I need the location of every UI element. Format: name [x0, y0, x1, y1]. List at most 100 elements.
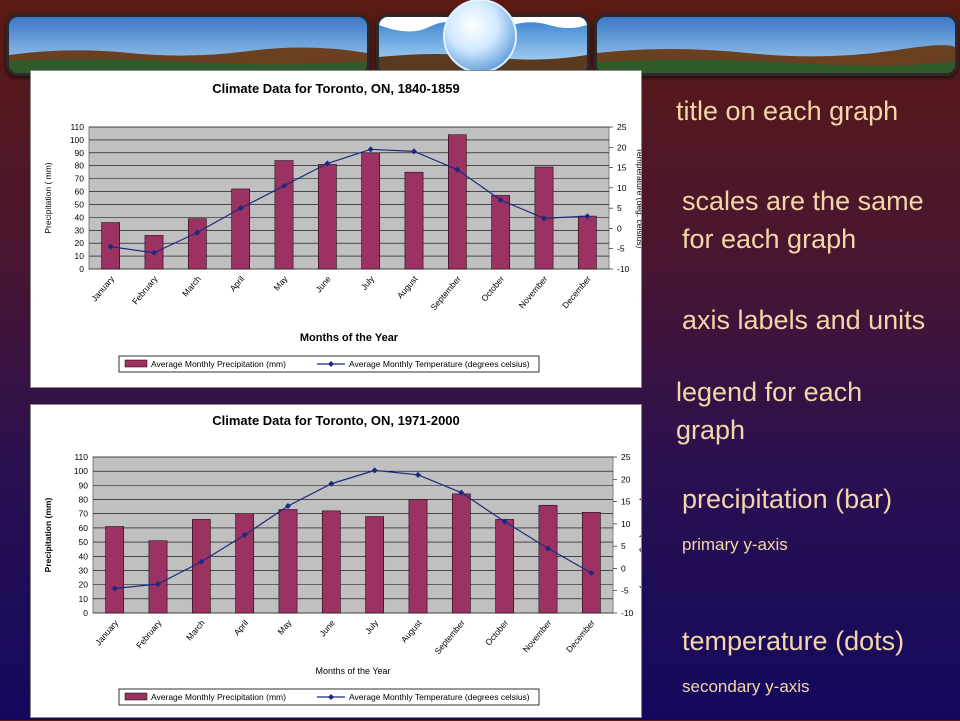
x-tick-label: May	[272, 273, 290, 292]
temperature-point	[541, 215, 547, 222]
note-temperature: temperature (dots)	[682, 626, 905, 656]
note-scales-line1: scales are the same	[682, 186, 924, 216]
x-tick-label: July	[363, 617, 381, 636]
y-tick-label: 30	[75, 225, 85, 235]
x-tick-label: January	[93, 617, 121, 647]
precipitation-bar	[231, 188, 251, 270]
precipitation-bar	[538, 504, 558, 614]
y2-tick-label: 10	[621, 519, 631, 529]
x-tick-label: June	[313, 274, 333, 295]
precipitation-bar	[451, 493, 471, 614]
note-title: title on each graph	[676, 96, 899, 126]
note-primary-axis: primary y-axis	[682, 535, 788, 554]
globe-icon	[443, 0, 517, 73]
legend-bar-swatch	[124, 692, 148, 701]
note-legend-line2: graph	[676, 415, 746, 445]
y2-tick-label: 15	[617, 163, 627, 173]
y-tick-label: 110	[70, 122, 84, 132]
temperature-point	[501, 518, 508, 525]
temperature-point	[454, 166, 461, 173]
banner-panel-left	[6, 14, 370, 76]
note-precipitation: precipitation (bar)	[682, 484, 893, 514]
precipitation-bar	[317, 164, 337, 270]
y2-tick-label: 20	[617, 142, 627, 152]
y-tick-label: 90	[75, 148, 85, 158]
y2-tick-label: 25	[617, 122, 627, 132]
x-tick-label: September	[432, 618, 466, 656]
y2-tick-label: 5	[617, 203, 622, 213]
y-tick-label: 80	[75, 161, 85, 171]
y2-axis-label: Temperature (deg. celsius)	[635, 148, 641, 249]
precipitation-bar	[447, 134, 467, 270]
precipitation-bar	[235, 513, 255, 614]
precipitation-bar	[148, 540, 168, 614]
precipitation-bar	[321, 510, 341, 614]
x-tick-label: February	[130, 273, 160, 306]
y-tick-label: 100	[70, 135, 84, 145]
y-tick-label: 40	[75, 212, 85, 222]
x-tick-label: August	[399, 617, 424, 644]
precipitation-bar	[491, 195, 511, 270]
y2-tick-label: 25	[621, 452, 631, 462]
temperature-point	[241, 532, 248, 538]
temperature-point	[194, 229, 201, 236]
temperature-point	[584, 213, 591, 220]
temperature-point	[545, 545, 551, 552]
x-tick-label: April	[232, 618, 251, 638]
temperature-point	[198, 558, 205, 565]
precipitation-bar	[278, 509, 298, 614]
y-tick-label: 40	[79, 551, 89, 561]
y-tick-label: 20	[79, 580, 89, 590]
y2-tick-label: 5	[621, 541, 626, 551]
temperature-point	[151, 249, 157, 256]
note-axis-labels: axis labels and units	[682, 305, 926, 335]
x-tick-label: June	[317, 618, 337, 639]
landscape-image	[9, 17, 367, 73]
precipitation-bar	[191, 519, 211, 614]
temperature-point	[155, 581, 161, 588]
temperature-point	[328, 480, 335, 487]
note-scales-line2: for each graph	[682, 224, 857, 254]
y2-tick-label: -5	[621, 586, 629, 596]
x-tick-label: March	[180, 274, 203, 299]
x-tick-label: March	[184, 618, 207, 643]
legend-label-temperature: Average Monthly Temperature (degrees cel…	[349, 692, 530, 702]
y-tick-label: 90	[79, 480, 89, 490]
y2-tick-label: 20	[621, 474, 631, 484]
note-legend-line1: legend for each	[676, 377, 863, 407]
precipitation-bar	[495, 519, 515, 614]
y2-tick-label: -10	[617, 264, 630, 274]
chart-title: Climate Data for Toronto, ON, 1971-2000	[212, 413, 460, 428]
x-tick-label: December	[560, 274, 593, 311]
temperature-point	[458, 489, 465, 496]
y-tick-label: 70	[75, 174, 85, 184]
temperature-point	[371, 467, 378, 474]
legend-line-marker	[328, 694, 334, 700]
chart-svg-1971-2000: Climate Data for Toronto, ON, 1971-2000 0…	[43, 413, 649, 706]
y-tick-label: 80	[79, 495, 89, 505]
temperature-point	[324, 160, 331, 167]
decorative-banner	[0, 0, 960, 80]
y2-tick-label: 15	[621, 497, 631, 507]
temperature-line	[110, 148, 588, 254]
note-secondary-axis: secondary y-axis	[682, 677, 810, 696]
legend-label-precipitation: Average Monthly Precipitation (mm)	[151, 359, 286, 369]
y-axis-label: Precipitation ( mm)	[43, 162, 53, 233]
temperature-point	[285, 503, 291, 510]
x-tick-label: August	[395, 273, 420, 300]
precipitation-bar	[274, 160, 294, 270]
y-tick-label: 110	[74, 452, 88, 462]
legend-label-temperature: Average Monthly Temperature (degrees cel…	[349, 359, 530, 369]
y2-axis-label: Temperature (deg. celsius)	[639, 481, 641, 589]
y-tick-label: 70	[79, 509, 89, 519]
temperature-point	[367, 146, 374, 153]
y-tick-label: 30	[79, 565, 89, 575]
legend-label-precipitation: Average Monthly Precipitation (mm)	[151, 692, 286, 702]
y-tick-label: 100	[74, 466, 88, 476]
y2-tick-label: 10	[617, 183, 627, 193]
x-tick-label: April	[228, 274, 247, 294]
y-tick-label: 60	[79, 523, 89, 533]
temperature-point	[588, 569, 595, 576]
chart-1840-1859: Climate Data for Toronto, ON, 1840-1859 0…	[30, 70, 645, 388]
chart-1971-2000: Climate Data for Toronto, ON, 1971-2000 0…	[30, 404, 649, 718]
